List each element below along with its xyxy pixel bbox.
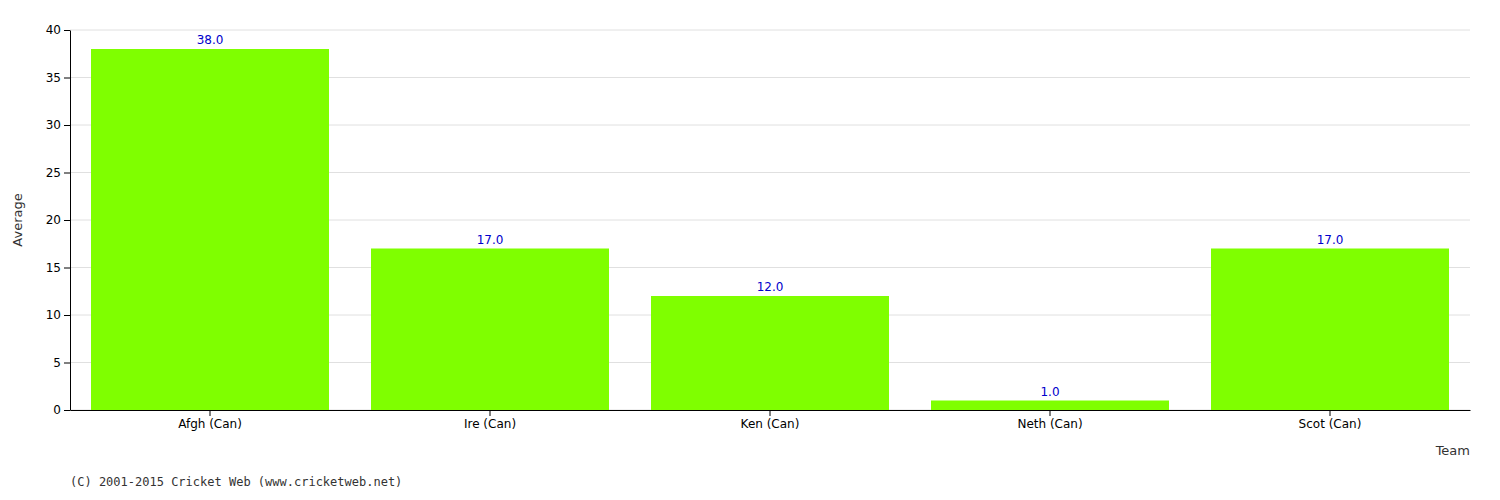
y-tick: 40	[46, 23, 70, 37]
y-tick-label: 0	[53, 403, 61, 417]
y-tick: 5	[53, 356, 70, 370]
y-tick-mark	[64, 125, 70, 126]
x-tick: Neth (Can)	[1017, 410, 1082, 431]
bar	[371, 249, 609, 411]
y-tick: 15	[46, 261, 70, 275]
y-tick-label: 20	[46, 213, 61, 227]
grid	[70, 30, 1470, 410]
y-tick-mark	[64, 78, 70, 79]
x-tick-label: Ire (Can)	[464, 417, 516, 431]
y-tick: 20	[46, 213, 70, 227]
y-tick-label: 35	[46, 71, 61, 85]
bar	[651, 296, 889, 410]
data-label: 17.0	[477, 233, 504, 247]
x-tick-label: Neth (Can)	[1017, 417, 1082, 431]
y-tick-mark	[64, 220, 70, 221]
x-tick-mark	[770, 410, 771, 416]
grid-line	[70, 30, 1470, 31]
y-tick-label: 25	[46, 166, 61, 180]
x-tick-mark	[1050, 410, 1051, 416]
y-tick-label: 30	[46, 118, 61, 132]
plot-area: 0 5 10 15 20 25 30 35 40 Afgh (Can) Ire (Can) Ken (…	[46, 23, 1471, 430]
x-tick: Afgh (Can)	[178, 410, 242, 431]
x-tick: Ire (Can)	[464, 410, 516, 431]
x-tick: Scot (Can)	[1299, 410, 1362, 431]
y-tick: 0	[53, 403, 70, 417]
x-tick-mark	[1330, 410, 1331, 416]
y-tick-mark	[64, 268, 70, 269]
data-labels: 38.0 17.0 12.0 1.0 17.0	[197, 33, 1344, 399]
data-label: 1.0	[1040, 385, 1059, 399]
bar	[931, 401, 1169, 411]
y-tick-mark	[64, 363, 70, 364]
y-axis-title: Average	[10, 193, 25, 246]
y-tick-label: 10	[46, 308, 61, 322]
y-tick: 30	[46, 118, 70, 132]
data-label: 38.0	[197, 33, 224, 47]
bar	[1211, 249, 1449, 411]
data-label: 17.0	[1317, 233, 1344, 247]
bar	[91, 49, 329, 410]
y-tick: 10	[46, 308, 70, 322]
x-tick: Ken (Can)	[741, 410, 800, 431]
x-tick-mark	[490, 410, 491, 416]
x-axis: Afgh (Can) Ire (Can) Ken (Can) Neth (Can) Sc…	[71, 410, 1471, 431]
y-tick-mark	[64, 410, 70, 411]
y-tick: 25	[46, 166, 70, 180]
y-tick-label: 5	[53, 356, 61, 370]
y-tick-mark	[64, 30, 70, 31]
chart-svg: 0 5 10 15 20 25 30 35 40 Afgh (Can) Ire (Can) Ken (…	[0, 0, 1500, 500]
x-tick-label: Ken (Can)	[741, 417, 800, 431]
x-tick-mark	[210, 410, 211, 416]
y-tick: 35	[46, 71, 70, 85]
y-tick-label: 15	[46, 261, 61, 275]
y-tick-label: 40	[46, 23, 61, 37]
y-tick-mark	[64, 315, 70, 316]
x-tick-label: Afgh (Can)	[178, 417, 242, 431]
x-axis-title: Team	[1435, 443, 1470, 458]
y-axis: 0 5 10 15 20 25 30 35 40	[46, 23, 71, 417]
y-axis-line	[70, 31, 71, 411]
y-tick-mark	[64, 173, 70, 174]
x-tick-label: Scot (Can)	[1299, 417, 1362, 431]
footer-annotation: (C) 2001-2015 Cricket Web (www.cricketwe…	[70, 475, 402, 489]
data-label: 12.0	[757, 280, 784, 294]
bars	[91, 49, 1449, 410]
